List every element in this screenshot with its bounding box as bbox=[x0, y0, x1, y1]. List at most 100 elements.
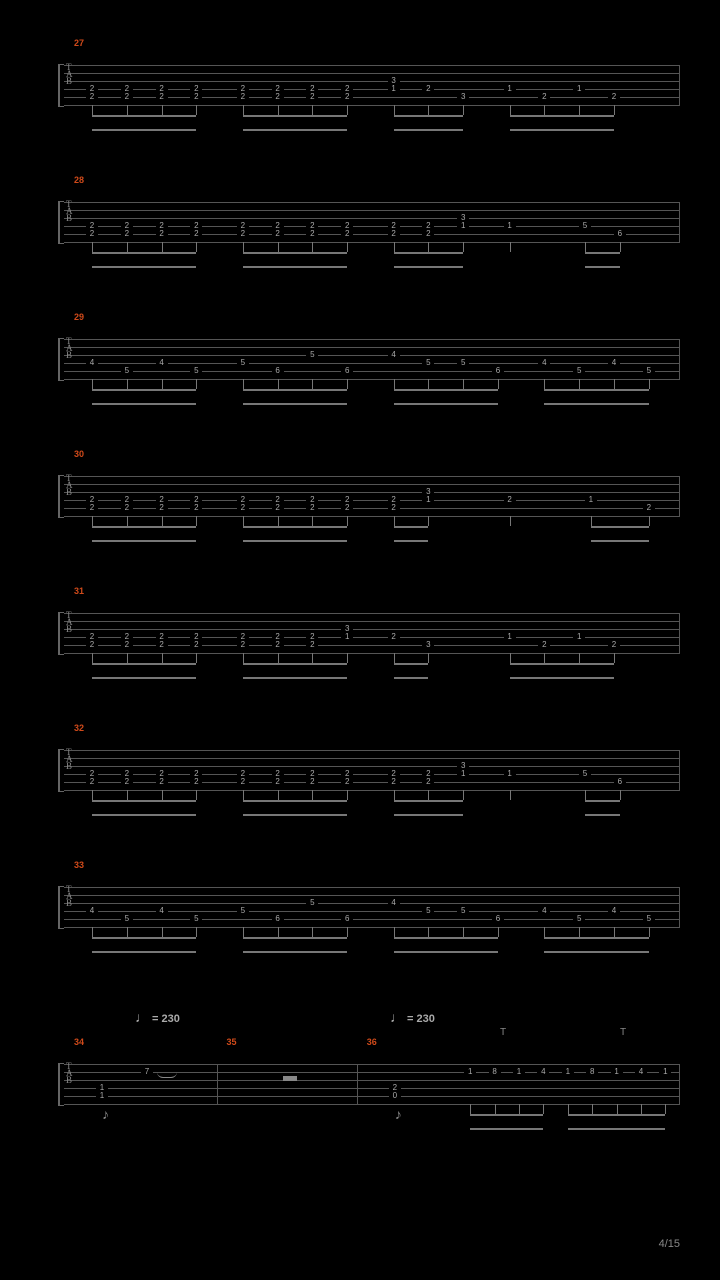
tab-clef: TAB bbox=[66, 749, 73, 770]
fret-number: 2 bbox=[237, 230, 249, 238]
measure-row-34-36: TAB343536117♪20♪181418141 bbox=[50, 1049, 680, 1149]
fret-number: 2 bbox=[306, 230, 318, 238]
fret-number: 1 bbox=[464, 1068, 476, 1076]
measure-28: 28TAB2222222222222222222231156 bbox=[50, 187, 680, 272]
measure-32: 32TAB2222222222222222222231156 bbox=[50, 735, 680, 820]
fret-number: 8 bbox=[489, 1068, 501, 1076]
fret-number: 2 bbox=[190, 504, 202, 512]
fret-number: 5 bbox=[237, 359, 249, 367]
fret-number: 1 bbox=[562, 1068, 574, 1076]
fret-number: 3 bbox=[422, 641, 434, 649]
fret-number: 2 bbox=[86, 230, 98, 238]
fret-number: 5 bbox=[579, 770, 591, 778]
fret-number: 2 bbox=[538, 93, 550, 101]
fret-number: 2 bbox=[156, 641, 168, 649]
fret-number: 4 bbox=[608, 359, 620, 367]
fret-number: 2 bbox=[272, 641, 284, 649]
fret-number: 2 bbox=[306, 93, 318, 101]
fret-number: 1 bbox=[504, 633, 516, 641]
tab-clef: TAB bbox=[66, 1063, 73, 1084]
tab-clef: TAB bbox=[66, 886, 73, 907]
fret-number: 2 bbox=[341, 504, 353, 512]
fret-number: 2 bbox=[306, 504, 318, 512]
fret-number: 5 bbox=[643, 367, 655, 375]
tempo-marking: ♩ = 230 bbox=[390, 1009, 435, 1025]
fret-number: 2 bbox=[121, 230, 133, 238]
fret-number: 6 bbox=[614, 230, 626, 238]
fret-number: 2 bbox=[86, 504, 98, 512]
fret-number: 2 bbox=[121, 778, 133, 786]
measure-30: 30TAB22222222222222222231212 bbox=[50, 461, 680, 546]
measure-number: 32 bbox=[74, 723, 84, 733]
fret-number: 3 bbox=[457, 93, 469, 101]
fret-number: 4 bbox=[608, 907, 620, 915]
fret-number: 2 bbox=[388, 633, 400, 641]
fret-number: 4 bbox=[538, 907, 550, 915]
measure-27: 27TAB222222222222222231231212 bbox=[50, 50, 680, 135]
fret-number: 2 bbox=[422, 230, 434, 238]
fret-number: 5 bbox=[457, 907, 469, 915]
fret-number: 5 bbox=[457, 359, 469, 367]
tab-clef: TAB bbox=[66, 612, 73, 633]
fret-number: 2 bbox=[190, 778, 202, 786]
fret-number: 1 bbox=[504, 85, 516, 93]
fret-number: 2 bbox=[156, 230, 168, 238]
fret-number: 2 bbox=[190, 641, 202, 649]
fret-number: 5 bbox=[422, 907, 434, 915]
fret-number: 2 bbox=[156, 778, 168, 786]
fret-number: 2 bbox=[272, 93, 284, 101]
fret-number: 4 bbox=[537, 1068, 549, 1076]
measure-number: 36 bbox=[367, 1037, 377, 1047]
fret-number: 5 bbox=[306, 899, 318, 907]
fret-number: 2 bbox=[272, 230, 284, 238]
fret-number: 2 bbox=[86, 93, 98, 101]
fret-number: 1 bbox=[457, 770, 469, 778]
fret-number: 4 bbox=[388, 351, 400, 359]
fret-number: 2 bbox=[306, 641, 318, 649]
fret-number: 5 bbox=[422, 359, 434, 367]
fret-number: 5 bbox=[573, 367, 585, 375]
measure-number: 34 bbox=[74, 1037, 84, 1047]
measure-29: 29TAB4545565645564545 bbox=[50, 324, 680, 409]
fret-number: 2 bbox=[86, 778, 98, 786]
fret-number: 5 bbox=[121, 367, 133, 375]
fret-number: 2 bbox=[190, 230, 202, 238]
fret-number: 2 bbox=[156, 93, 168, 101]
fret-number: 1 bbox=[504, 222, 516, 230]
fret-number: 6 bbox=[492, 915, 504, 923]
fret-number: 5 bbox=[643, 915, 655, 923]
fret-number: 4 bbox=[388, 899, 400, 907]
fret-number: 5 bbox=[190, 915, 202, 923]
fret-number: 2 bbox=[643, 504, 655, 512]
measure-number: 28 bbox=[74, 175, 84, 185]
fret-number: 1 bbox=[388, 85, 400, 93]
fret-number: 2 bbox=[341, 93, 353, 101]
fret-number: 2 bbox=[156, 504, 168, 512]
fret-number: 4 bbox=[86, 359, 98, 367]
fret-number: 2 bbox=[121, 93, 133, 101]
fret-number: 2 bbox=[306, 778, 318, 786]
fret-number: 5 bbox=[579, 222, 591, 230]
fret-number: 2 bbox=[237, 504, 249, 512]
fret-number: 2 bbox=[272, 778, 284, 786]
fret-number: 2 bbox=[237, 641, 249, 649]
fret-number: 2 bbox=[422, 85, 434, 93]
fret-number: 4 bbox=[538, 359, 550, 367]
measure-33: 33TAB4545565645564545 bbox=[50, 872, 680, 957]
fret-number: 2 bbox=[341, 778, 353, 786]
fret-number: 2 bbox=[388, 230, 400, 238]
fret-number: 4 bbox=[635, 1068, 647, 1076]
fret-number: 2 bbox=[86, 641, 98, 649]
fret-number: 1 bbox=[585, 496, 597, 504]
fret-number: 2 bbox=[272, 504, 284, 512]
tempo-marking: ♩ = 230 bbox=[135, 1009, 180, 1025]
fret-number: 1 bbox=[422, 496, 434, 504]
measure-number: 29 bbox=[74, 312, 84, 322]
tapping-mark: T bbox=[620, 1027, 626, 1038]
fret-number: 1 bbox=[573, 85, 585, 93]
fret-number: 4 bbox=[156, 359, 168, 367]
fret-number: 2 bbox=[608, 641, 620, 649]
fret-number: 1 bbox=[513, 1068, 525, 1076]
fret-number: 5 bbox=[190, 367, 202, 375]
fret-number: 5 bbox=[306, 351, 318, 359]
